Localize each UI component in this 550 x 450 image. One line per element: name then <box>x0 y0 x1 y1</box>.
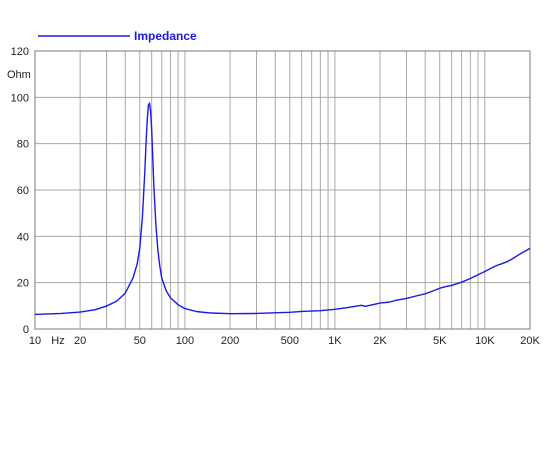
legend: Impedance <box>38 29 197 43</box>
x-tick-label: 500 <box>281 335 299 347</box>
plot-frame <box>34 50 531 330</box>
x-tick-label: 5K <box>433 335 447 347</box>
y-tick-label: 20 <box>17 278 29 290</box>
x-axis-label: Hz <box>51 335 64 347</box>
x-tick-label: 2K <box>373 335 387 347</box>
y-tick-label: 120 <box>11 46 29 58</box>
x-tick-label: 20K <box>520 335 540 347</box>
x-tick-label: 50 <box>134 335 146 347</box>
y-tick-label: 60 <box>17 185 29 197</box>
y-tick-label: 100 <box>11 92 29 104</box>
y-tick-label: 40 <box>17 231 29 243</box>
tick-labels: 10 20 50 100 200 500 1K 2K 5K 10K 20K 0 20 40 60 80 100 1… <box>11 46 541 347</box>
x-tick-label: 20 <box>74 335 86 347</box>
x-tick-label: 10K <box>475 335 495 347</box>
x-tick-label: 10 <box>29 335 41 347</box>
y-tick-label: 80 <box>17 139 29 151</box>
series-line-impedance <box>34 102 531 316</box>
y-tick-label: 0 <box>23 324 29 336</box>
x-tick-label: 1K <box>328 335 342 347</box>
x-tick-label: 200 <box>221 335 239 347</box>
legend-label-impedance: Impedance <box>134 29 197 43</box>
grid <box>35 51 530 329</box>
y-axis-label: Ohm <box>7 69 31 81</box>
x-tick-label: 100 <box>176 335 194 347</box>
